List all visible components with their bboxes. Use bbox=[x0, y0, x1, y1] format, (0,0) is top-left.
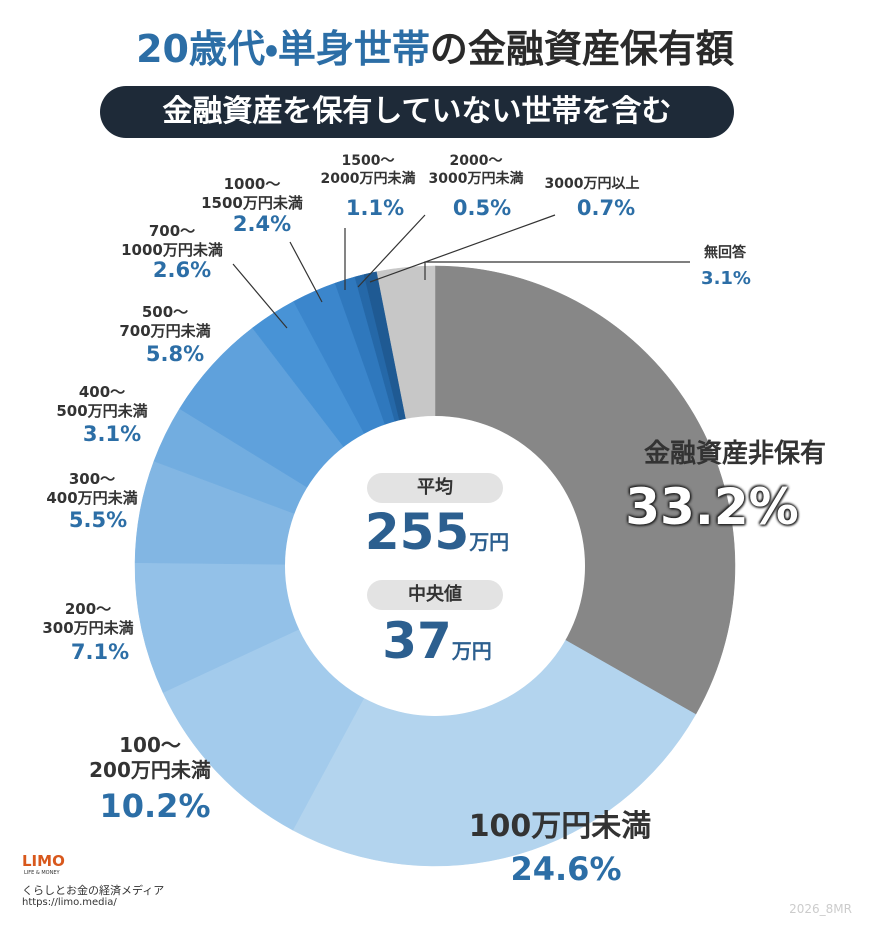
slice-label: 100〜 200万円未満 bbox=[89, 733, 211, 782]
slice-value: 0.5% bbox=[452, 196, 512, 220]
slice-value: 5.8% bbox=[145, 342, 205, 366]
slice-label: 400〜 500万円未満 bbox=[56, 383, 148, 420]
median-label: 中央値 bbox=[367, 580, 503, 610]
mean-value: 255万円 bbox=[365, 503, 509, 561]
subtitle: 金融資産を保有していない世帯を含む bbox=[100, 86, 734, 138]
slice-label: 1500〜 2000万円未満 bbox=[320, 153, 416, 187]
slice-value: 2.4% bbox=[232, 212, 292, 236]
title-rest: の金融資産保有額 bbox=[429, 27, 734, 71]
slice-label: 2000〜 3000万円未満 bbox=[428, 153, 524, 187]
slice-value: 2.6% bbox=[152, 258, 212, 282]
leader-line bbox=[289, 241, 323, 303]
slice-value: 7.1% bbox=[70, 640, 130, 664]
tagline: くらしとお金の経済メディア bbox=[22, 884, 165, 897]
leader-line bbox=[357, 214, 426, 288]
median-value: 37万円 bbox=[382, 612, 492, 670]
slice-value: 33.2% bbox=[625, 478, 799, 536]
mean-label: 平均 bbox=[367, 473, 503, 503]
median-number: 37 bbox=[382, 612, 452, 670]
slice-value: 24.6% bbox=[510, 850, 622, 888]
slice-label: 300〜 400万円未満 bbox=[46, 470, 138, 507]
leader-line bbox=[424, 261, 690, 280]
code: 2026_8MR bbox=[789, 902, 852, 916]
leader-line bbox=[232, 263, 288, 329]
slice-value: 3.1% bbox=[701, 268, 751, 289]
slice-value: 3.1% bbox=[82, 422, 142, 446]
slice-label: 金融資産非保有 bbox=[643, 439, 827, 469]
slice-value: 5.5% bbox=[68, 508, 128, 532]
url: https://limo.media/ bbox=[22, 897, 117, 908]
title: 20歳代・単身世帯の金融資産保有額 bbox=[0, 18, 870, 73]
slice-label: 3000万円以上 bbox=[544, 176, 640, 192]
slice-label: 100万円未満 bbox=[468, 809, 652, 844]
slice-label: 200〜 300万円未満 bbox=[42, 600, 134, 637]
slice-label: 1000〜 1500万円未満 bbox=[201, 175, 303, 212]
slice-label: 500〜 700万円未満 bbox=[119, 303, 211, 340]
donut-hole bbox=[285, 416, 585, 716]
slice-value: 0.7% bbox=[576, 196, 636, 220]
slice-label: 無回答 bbox=[704, 245, 746, 261]
leader-lines bbox=[232, 214, 690, 329]
slice-value: 1.1% bbox=[345, 196, 405, 220]
slice-value: 10.2% bbox=[99, 787, 211, 825]
title-highlight: 20歳代・単身世帯 bbox=[136, 27, 430, 71]
mean-number: 255 bbox=[364, 503, 470, 561]
logo-sub: LIFE & MONEY bbox=[24, 870, 60, 876]
mean-unit: 万円 bbox=[469, 530, 510, 554]
slice-label: 700〜 1000万円未満 bbox=[121, 222, 223, 259]
logo: LIMO bbox=[22, 852, 65, 870]
median-unit: 万円 bbox=[451, 639, 492, 663]
leader-line bbox=[369, 214, 556, 283]
